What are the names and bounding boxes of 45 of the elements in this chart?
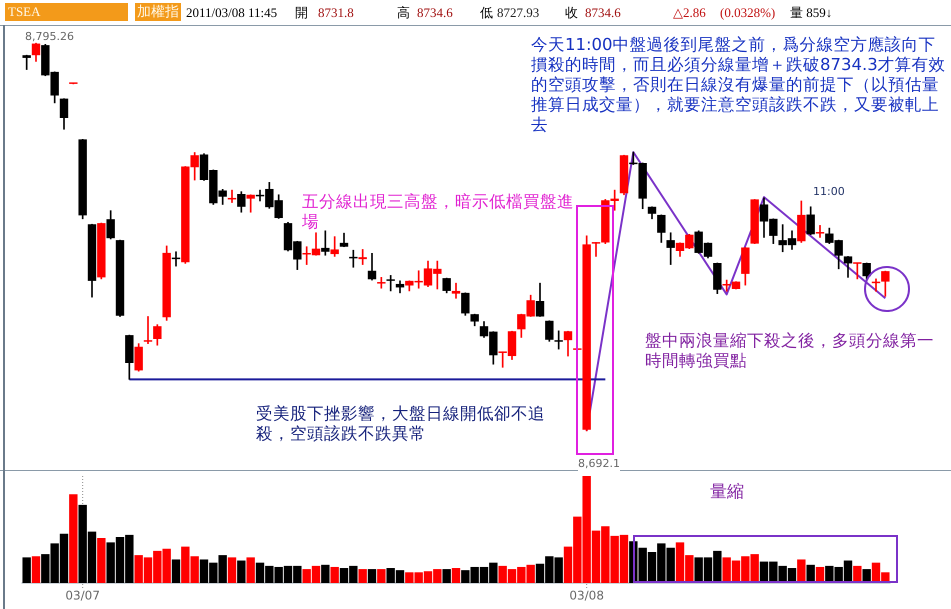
bar bbox=[797, 559, 806, 583]
annotation: 五分線出現三高盤，暗示低檔買盤進場 bbox=[302, 192, 575, 232]
candlestick bbox=[144, 316, 152, 344]
annotation: 量縮 bbox=[710, 482, 744, 502]
chart-title: TSEA bbox=[5, 3, 128, 21]
bar bbox=[172, 559, 180, 583]
text: △2.86 bbox=[673, 4, 706, 21]
text: 8734.6 bbox=[417, 4, 453, 21]
text: 8731.8 bbox=[318, 4, 354, 21]
candlestick bbox=[228, 190, 236, 203]
x-tick-label: 03/08 bbox=[569, 588, 604, 602]
bar bbox=[330, 566, 339, 583]
text: 2011/03/08 11:45 bbox=[186, 4, 278, 21]
bar bbox=[358, 569, 367, 583]
bar bbox=[97, 538, 106, 583]
bar bbox=[442, 569, 451, 583]
bar bbox=[22, 557, 31, 583]
text: 量 859↓ bbox=[790, 4, 832, 21]
candlestick bbox=[872, 278, 880, 292]
annotation: 受美股下挫影響，大盤日線開低卻不追殺，空頭該跌不跌異常 bbox=[256, 404, 546, 444]
bar bbox=[377, 569, 386, 583]
bar bbox=[69, 494, 78, 583]
bar bbox=[321, 564, 330, 583]
text: 低 bbox=[480, 4, 493, 21]
bar bbox=[32, 556, 40, 583]
x-tick-label: 03/07 bbox=[65, 588, 100, 602]
bar bbox=[228, 557, 236, 583]
bar bbox=[237, 560, 246, 583]
text: 開 bbox=[295, 4, 308, 21]
text: (0.0328%) bbox=[720, 4, 776, 21]
candlestick bbox=[172, 251, 180, 266]
bar bbox=[246, 557, 255, 583]
chart-subtitle: 加權指 bbox=[135, 3, 181, 21]
text: 收 bbox=[565, 4, 578, 21]
text: 高 bbox=[397, 4, 410, 21]
text: 8,692.1 bbox=[578, 455, 620, 472]
text: 8734.6 bbox=[585, 4, 621, 21]
candlestick bbox=[816, 225, 824, 238]
annotation: 11:00 bbox=[813, 184, 845, 200]
annotation: 盤中兩浪量縮下殺之後，多頭分線第一時間轉強買點 bbox=[645, 331, 935, 371]
text: 8727.93 bbox=[497, 4, 540, 21]
bar bbox=[368, 569, 376, 583]
bar bbox=[452, 568, 460, 583]
annotation: 今天11:00中盤過後到尾盤之前，爲分線空方應該向下摜殺的時間，而且必須分線量增＋跌破8734.3才算有效的空頭攻擊，否則在日線沒有爆量的前提下（以預估量推算日成交量），就要注意空頭該跌不跌，又要被軋上去 bbox=[531, 35, 947, 135]
annotation: 8,795.26 bbox=[25, 29, 74, 45]
